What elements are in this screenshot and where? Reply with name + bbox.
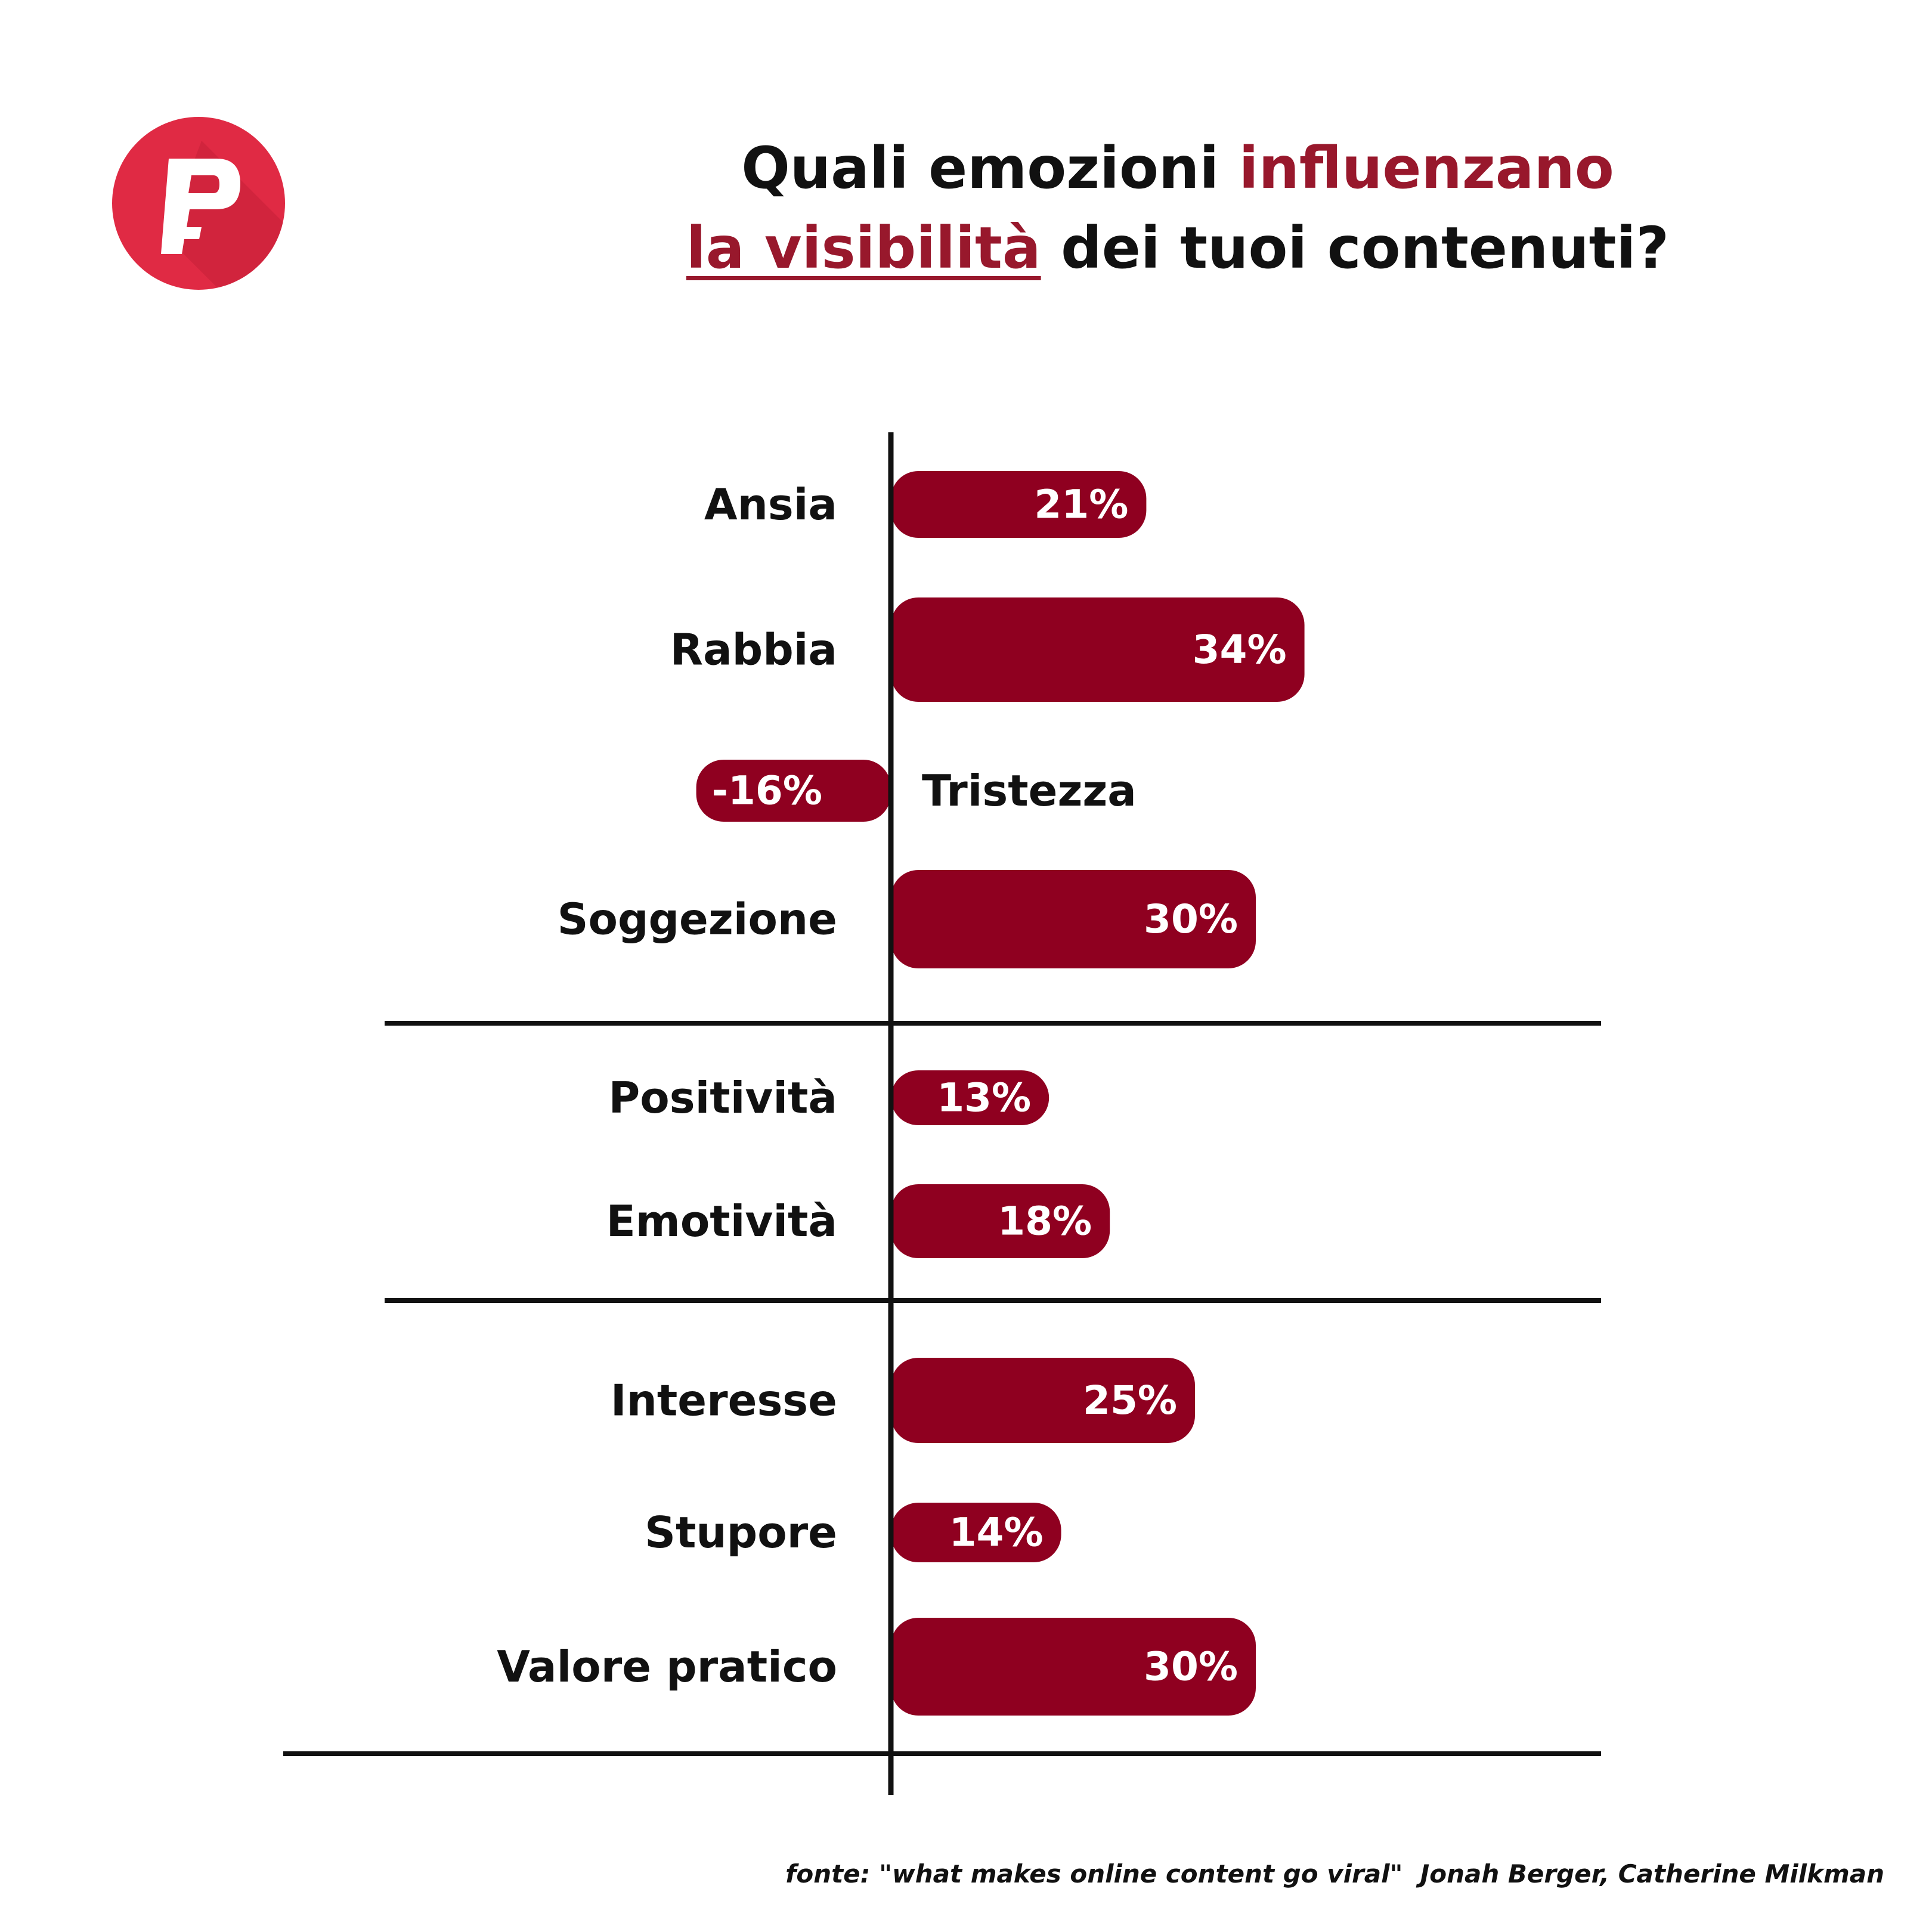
title-text-1: Quali emozioni (741, 135, 1239, 202)
bar-tristezza (696, 760, 891, 822)
category-label-positivita: Positività (609, 1073, 837, 1123)
page-title: Quali emozioni influenzano la visibilità … (596, 128, 1759, 288)
value-label-interesse: 25% (1083, 1377, 1177, 1423)
title-text-2: dei tuoi contenuti? (1041, 215, 1670, 281)
category-label-soggezione: Soggezione (558, 894, 837, 945)
value-label-valore-pratico: 30% (1144, 1644, 1238, 1690)
value-label-stupore: 14% (949, 1510, 1044, 1556)
bar-emotivita (891, 1184, 1110, 1258)
value-label-soggezione: 30% (1144, 896, 1238, 942)
value-label-positivita: 13% (937, 1075, 1031, 1121)
logo-letter-icon (161, 159, 240, 254)
bar-interesse (891, 1358, 1195, 1443)
logo-badge (112, 117, 285, 290)
category-label-ansia: Ansia (704, 479, 837, 530)
bar-stupore (891, 1503, 1061, 1562)
category-label-rabbia: Rabbia (670, 625, 837, 675)
category-label-stupore: Stupore (645, 1507, 837, 1558)
title-highlight-2: la visibilità (686, 215, 1041, 281)
value-label-ansia: 21% (1034, 482, 1128, 528)
value-label-tristezza: -16% (712, 768, 822, 814)
source-citation: fonte: "what makes online content go vir… (785, 1859, 1884, 1888)
bar-rabbia (891, 597, 1305, 702)
category-label-emotivita: Emotività (606, 1196, 837, 1246)
bar-positivita (891, 1070, 1049, 1125)
bar-soggezione (891, 870, 1256, 968)
title-highlight-1: influenzano (1239, 135, 1614, 202)
bar-ansia (891, 471, 1147, 538)
bar-valore-pratico (891, 1618, 1256, 1716)
category-label-valore-pratico: Valore pratico (497, 1642, 837, 1692)
category-label-tristezza: Tristezza (922, 766, 1137, 816)
value-label-emotivita: 18% (998, 1199, 1092, 1244)
category-label-interesse: Interesse (611, 1376, 837, 1426)
value-label-rabbia: 34% (1193, 627, 1287, 673)
